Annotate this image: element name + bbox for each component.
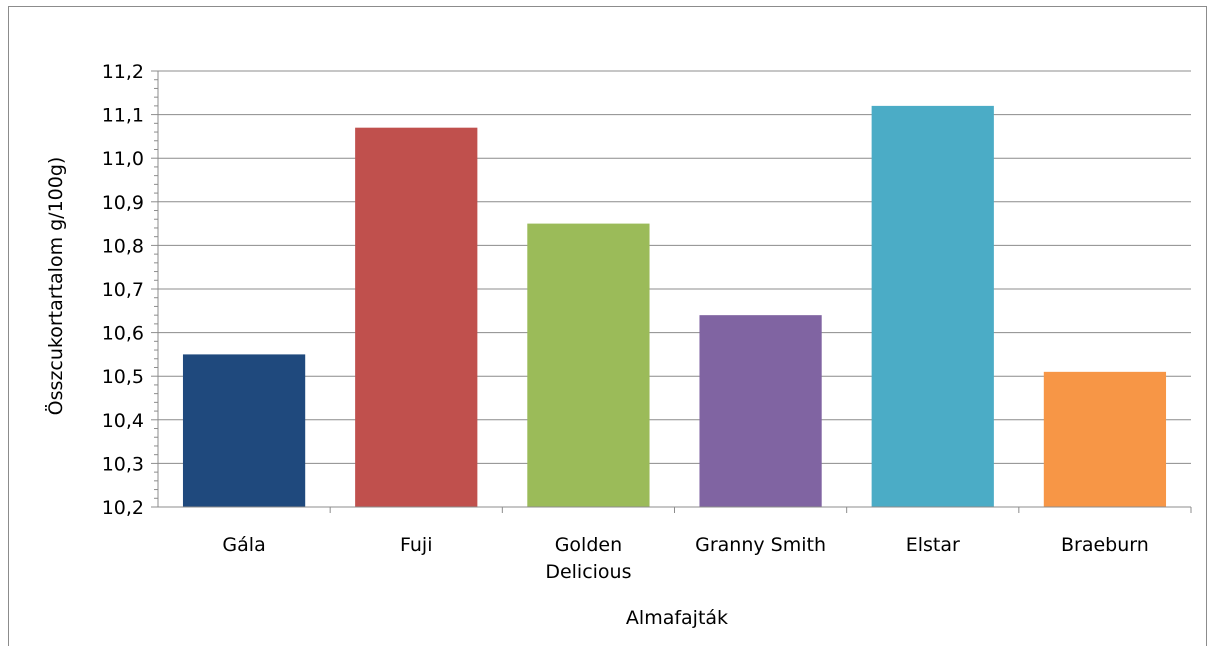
bar-fuji (355, 127, 478, 508)
y-tick-label: 11,2 (102, 61, 144, 83)
y-tick-label: 10,4 (102, 410, 144, 432)
y-tick-label: 10,2 (102, 497, 144, 519)
x-tick-label: Elstar (906, 534, 960, 556)
bar-gala (182, 354, 306, 507)
bar-braeburn (1043, 371, 1167, 507)
x-axis-title: Almafajták (626, 607, 728, 629)
y-axis-title: Összcukortartalom g/100g) (44, 157, 67, 416)
y-tick-labels: 10,2 10,3 10,4 10,5 10,6 10,7 10,8 10,9 11,0 11,1… (102, 61, 144, 519)
bars (182, 105, 1167, 508)
x-tick-label: Delicious (545, 561, 631, 583)
bar-granny-smith (699, 315, 822, 507)
y-tick-label: 11,1 (102, 105, 144, 127)
y-tick-label: 11,0 (102, 148, 144, 170)
y-tick-label: 10,5 (102, 366, 144, 388)
bar-elstar (871, 105, 994, 507)
x-tick-label: Gála (222, 534, 265, 556)
x-tick-label: Fuji (400, 534, 433, 556)
y-tick-label: 10,7 (102, 279, 144, 301)
y-tick-label: 10,8 (102, 235, 144, 257)
bar-golden-delicious (527, 223, 650, 507)
gridlines (158, 70, 1191, 464)
y-tick-label: 10,6 (102, 323, 144, 345)
y-tick-label: 10,3 (102, 453, 144, 475)
x-tick-label: Granny Smith (695, 534, 826, 556)
y-tick-label: 10,9 (102, 192, 144, 214)
x-tick-labels: Gála Fuji Golden Delicious Granny Smith Elsta… (222, 534, 1148, 583)
axes (151, 70, 1192, 513)
x-tick-label: Golden (555, 534, 622, 556)
x-tick-label: Braeburn (1061, 534, 1149, 556)
